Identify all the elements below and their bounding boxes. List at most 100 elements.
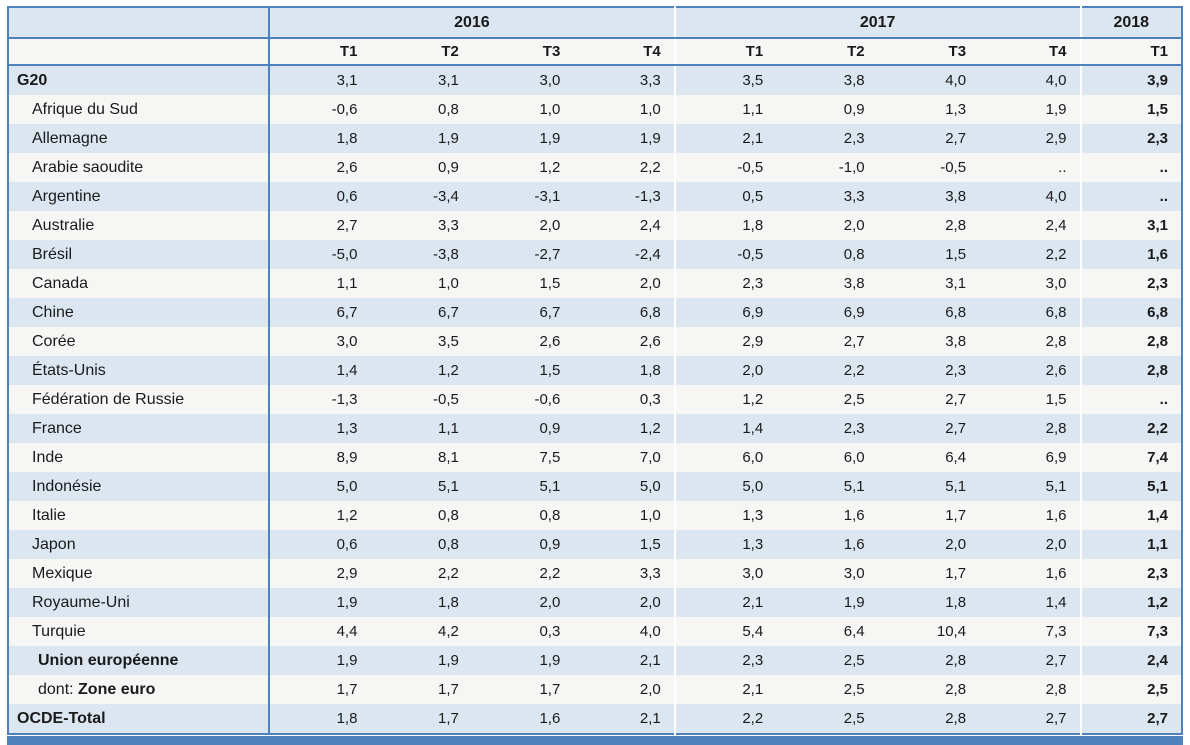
value-cell: 3,9 [1079,65,1182,95]
value-cell: 1,9 [843,594,865,611]
value-cell: 1,3 [673,501,777,530]
value-cell: 5,0 [673,472,777,501]
row-label: Brésil [32,245,73,263]
value-cell: 0,5 [673,182,777,211]
value-cell: 2,1 [639,710,661,727]
value-cell: 1,9 [1045,101,1067,118]
value-cell: 3,8 [843,275,865,292]
value-cell: 1,8 [673,211,777,240]
value-cell: 1,4 [1045,594,1067,611]
value-cell: 1,5 [539,362,561,379]
value-cell: 1,5 [1045,391,1067,408]
value-cell: 1,2 [539,159,561,176]
quarter-header: T1 [673,38,777,66]
value-cell: 2,1 [673,675,777,704]
value-cell: 0,9 [539,420,561,437]
value-cell: 2,5 [843,681,865,698]
value-cell: 1,9 [267,588,371,617]
row-label: Australie [32,216,95,234]
table-row: Union européenne 1,9 1,9 1,9 2,1 2,3 2,5 2,8 2,7… [8,646,1182,675]
value-cell: 2,7 [1045,652,1067,669]
value-cell: 1,0 [639,101,661,118]
value-cell: 4,0 [1045,72,1067,89]
value-cell: 1,9 [438,652,459,669]
value-cell: 2,7 [1045,710,1067,727]
row-label: Argentine [32,187,101,205]
value-cell: -3,1 [534,188,561,205]
value-cell: 3,5 [673,65,777,95]
value-cell: 2,3 [673,646,777,675]
value-cell: -0,6 [267,95,371,124]
quarter-header: T3 [471,38,574,66]
value-cell: 0,3 [539,623,561,640]
value-cell: .. [1079,385,1182,414]
value-cell: 1,2 [1079,588,1182,617]
value-cell: 2,4 [639,217,661,234]
value-cell: 0,8 [438,507,459,524]
value-cell: 6,4 [843,623,865,640]
value-cell: 5,1 [1045,478,1067,495]
value-cell: 2,0 [945,536,967,553]
value-cell: -3,8 [433,246,459,263]
value-cell: 2,3 [843,420,865,437]
value-cell: -2,7 [534,246,561,263]
value-cell: -1,0 [838,159,865,176]
value-cell: 3,8 [945,333,967,350]
value-cell: 6,9 [673,298,777,327]
row-label: Allemagne [32,129,108,147]
year-header-row: 2016 2017 2018 [8,7,1182,39]
row-label: Afrique du Sud [32,100,138,118]
value-cell: 1,7 [945,565,967,582]
value-cell: 2,8 [1045,333,1067,350]
row-label-text: Zone euro [78,680,156,698]
value-cell: 7,4 [1079,443,1182,472]
value-cell: 2,2 [1045,246,1067,263]
value-cell: -2,4 [634,246,661,263]
value-cell: 0,8 [843,246,865,263]
value-cell: .. [1058,159,1067,176]
value-cell: 1,4 [1079,501,1182,530]
table-row: Italie 1,2 0,8 0,8 1,0 1,3 1,6 1,7 1,6 1,4 [8,501,1182,530]
table-row: Afrique du Sud -0,6 0,8 1,0 1,0 1,1 0,9 1,3 1,9 1… [8,95,1182,124]
table-row: Turquie 4,4 4,2 0,3 4,0 5,4 6,4 10,4 7,3 7,3 [8,617,1182,646]
row-label: Royaume-Uni [32,593,130,611]
value-cell: 2,0 [539,594,561,611]
table-row: Canada 1,1 1,0 1,5 2,0 2,3 3,8 3,1 3,0 2,3 [8,269,1182,298]
value-cell: 3,0 [539,72,561,89]
table-row: Fédération de Russie -1,3 -0,5 -0,6 0,3 1,2 2,… [8,385,1182,414]
row-label: Japon [32,535,76,553]
table-row: Mexique 2,9 2,2 2,2 3,3 3,0 3,0 1,7 1,6 2,3 [8,559,1182,588]
value-cell: 2,2 [639,159,661,176]
value-cell: 2,2 [673,704,777,734]
table-row: dont: Zone euro 1,7 1,7 1,7 2,0 2,1 2,5 2,8 2,8 2… [8,675,1182,704]
table-row: Brésil -5,0 -3,8 -2,7 -2,4 -0,5 0,8 1,5 2,2 1,6 [8,240,1182,269]
value-cell: 1,7 [267,675,371,704]
value-cell: 2,4 [1079,646,1182,675]
value-cell: 1,3 [945,101,967,118]
value-cell: 1,2 [267,501,371,530]
table-row: Japon 0,6 0,8 0,9 1,5 1,3 1,6 2,0 2,0 1,1 [8,530,1182,559]
row-label: Union européenne [38,651,179,669]
growth-table: 2016 2017 2018 T1 T2 T3 T4 T1 T2 T3 T4 T1 G20 3,1 3,… [7,6,1183,735]
value-cell: 0,6 [267,182,371,211]
value-cell: 6,7 [438,304,459,321]
value-cell: 1,2 [639,420,661,437]
value-cell: 3,0 [1045,275,1067,292]
value-cell: 2,5 [843,652,865,669]
row-label: États-Unis [32,361,106,379]
value-cell: 0,3 [639,391,661,408]
value-cell: -0,6 [534,391,561,408]
value-cell: .. [1079,153,1182,182]
value-cell: -1,3 [634,188,661,205]
value-cell: 2,8 [1045,681,1067,698]
value-cell: -0,5 [673,153,777,182]
value-cell: 2,9 [267,559,371,588]
row-label: Corée [32,332,76,350]
value-cell: 2,8 [1079,356,1182,385]
value-cell: 7,3 [1045,623,1067,640]
value-cell: 1,9 [267,646,371,675]
value-cell: 2,8 [945,681,967,698]
corner-cell [8,38,269,66]
value-cell: 5,1 [945,478,967,495]
corner-cell [8,7,269,39]
